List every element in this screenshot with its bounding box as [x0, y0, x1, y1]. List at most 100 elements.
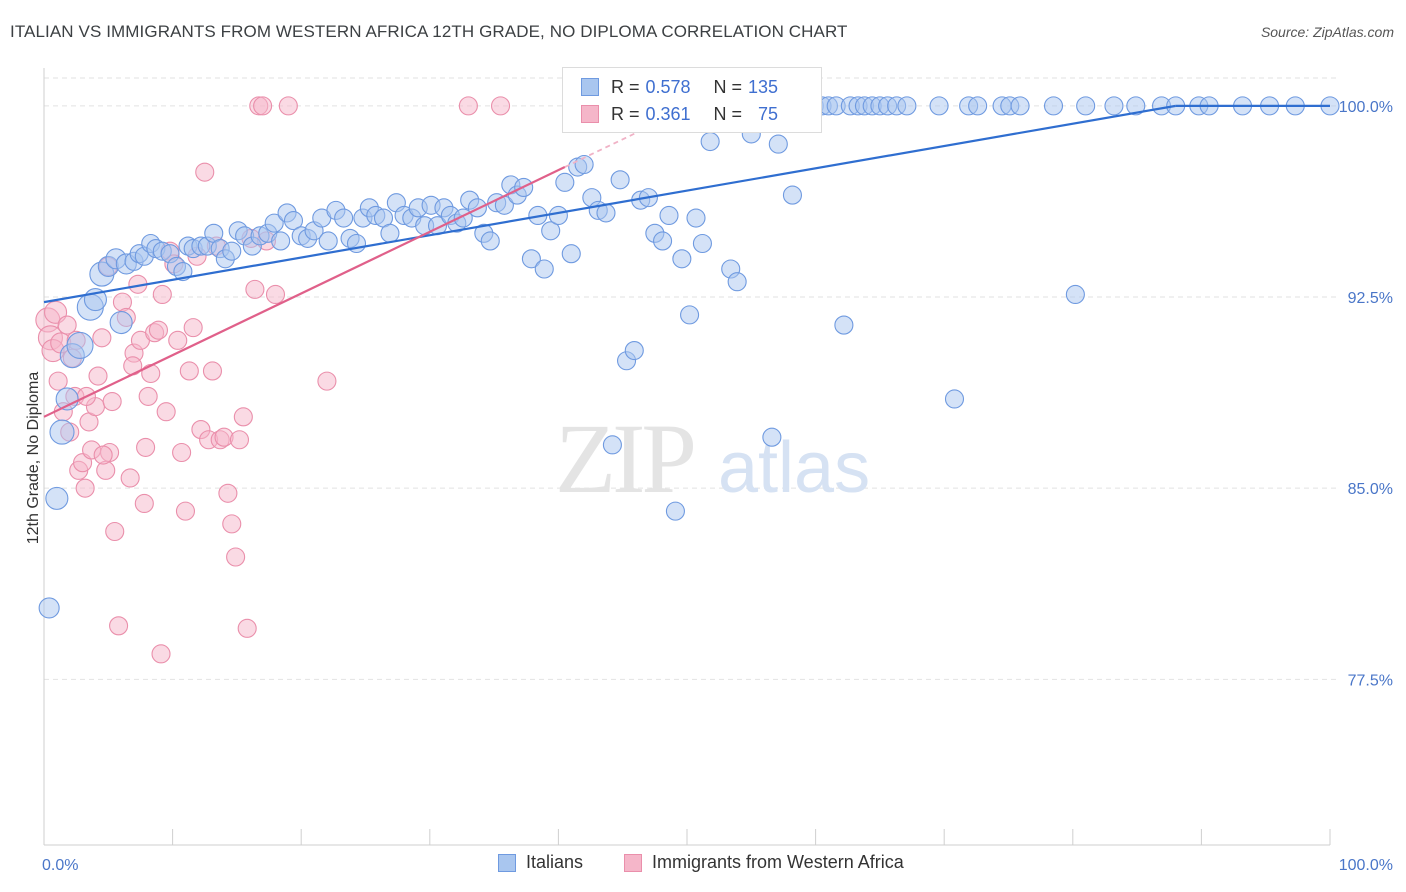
- trend-line-immigrants-extension: [564, 132, 636, 168]
- tick-labels: 77.5% 85.0% 92.5% 100.0% 0.0% 100.0%: [42, 99, 1393, 874]
- italians-point-67: [480, 231, 500, 251]
- immigrants-point-7: [57, 315, 77, 335]
- trend-lines: [43, 104, 1330, 418]
- x-tick-label-0: 0.0%: [42, 857, 78, 874]
- italians-point-86: [610, 170, 630, 190]
- legend-row-italians: R = 0.578 N = 135: [581, 75, 778, 99]
- italians-point-73: [521, 249, 541, 269]
- immigrants-point-55: [229, 430, 250, 450]
- italians-point-118: [834, 315, 854, 335]
- italians-point-103: [727, 272, 747, 292]
- italians-point-133: [1010, 96, 1030, 116]
- immigrants-point-63: [265, 284, 286, 305]
- legend-n-label: N =: [713, 103, 743, 124]
- trend-line-italians: [43, 104, 1176, 304]
- italians-point-77: [548, 205, 568, 226]
- legend: R = 0.578 N = 135 R = 0.361 N = 75: [562, 67, 822, 133]
- immigrants-point-26: [120, 468, 140, 488]
- italians-point-2: [49, 419, 75, 445]
- italians-point-78: [555, 172, 575, 192]
- legend-r-value: 0.578: [645, 76, 691, 97]
- italians-point-52: [380, 223, 400, 243]
- legend-r-value: 0.361: [645, 103, 691, 124]
- italians-point-38: [283, 211, 304, 231]
- italians-point-0: [38, 597, 60, 619]
- immigrants-point-35: [152, 284, 172, 305]
- italians-point-11: [109, 310, 133, 335]
- immigrants-point-41: [175, 501, 196, 521]
- y-tick-label-2: 92.5%: [1348, 290, 1393, 307]
- italians-point-111: [782, 185, 803, 205]
- italians-point-109: [768, 134, 788, 154]
- italians-point-45: [334, 208, 354, 228]
- watermark-zip: ZIP: [555, 403, 693, 514]
- watermark-atlas: atlas: [718, 428, 870, 508]
- italians-point-79: [561, 244, 581, 264]
- axes: [43, 68, 1331, 846]
- italians-point-127: [929, 96, 949, 116]
- immigrants-point-72: [136, 437, 156, 457]
- italians-point-36: [271, 231, 291, 251]
- bottom-legend-label-italians: Italians: [526, 852, 584, 872]
- immigrants-point-40: [172, 442, 192, 463]
- legend-swatch-pink: [581, 105, 599, 123]
- series-italians-points: [38, 96, 1340, 619]
- legend-n-value: 135: [748, 76, 779, 97]
- immigrants-point-46: [195, 162, 215, 182]
- y-axis-label: 12th Grade, No Diploma: [25, 372, 42, 545]
- italians-point-108: [762, 427, 782, 447]
- italians-point-3: [55, 387, 79, 411]
- immigrants-point-59: [245, 279, 265, 299]
- italians-point-135: [1065, 284, 1085, 305]
- immigrants-point-36: [156, 402, 176, 422]
- immigrants-point-57: [237, 618, 257, 638]
- immigrants-point-22: [105, 521, 125, 542]
- italians-point-5: [66, 331, 94, 360]
- immigrants-point-34: [148, 320, 169, 340]
- immigrants-point-53: [222, 514, 242, 534]
- italians-point-130: [968, 96, 988, 116]
- immigrants-point-67: [490, 96, 511, 116]
- immigrants-point-52: [218, 483, 238, 503]
- immigrants-point-74: [93, 445, 113, 465]
- immigrants-point-31: [138, 386, 158, 406]
- immigrants-point-21: [102, 391, 122, 412]
- immigrants-point-23: [109, 616, 129, 636]
- italians-point-96: [680, 305, 700, 325]
- immigrants-point-66: [458, 96, 478, 116]
- immigrants-point-13: [75, 478, 95, 498]
- italians-point-95: [672, 249, 692, 269]
- bottom-legend-swatch-pink: [624, 853, 642, 872]
- italians-point-128: [944, 389, 965, 409]
- italians-point-99: [700, 132, 720, 152]
- immigrants-point-39: [168, 330, 188, 350]
- immigrants-point-61: [253, 96, 273, 116]
- italians-point-94: [665, 501, 685, 521]
- y-tick-label-1: 85.0%: [1348, 481, 1393, 498]
- x-tick-label-1: 100.0%: [1339, 857, 1393, 874]
- italians-point-75: [534, 259, 554, 279]
- trend-line-immigrants: [43, 166, 566, 418]
- italians-point-92: [653, 231, 673, 251]
- legend-n-value: 75: [758, 103, 779, 124]
- italians-point-81: [574, 154, 594, 175]
- immigrants-point-17: [88, 366, 108, 386]
- immigrants-point-56: [233, 407, 253, 427]
- italians-point-35: [264, 213, 284, 233]
- italians-point-1: [45, 486, 69, 510]
- italians-point-98: [692, 233, 712, 254]
- italians-point-88: [624, 341, 644, 361]
- immigrants-point-32: [141, 363, 161, 384]
- italians-point-137: [1104, 96, 1124, 116]
- legend-row-immigrants: R = 0.361 N = 75: [581, 102, 778, 126]
- grid-lines: [44, 77, 1336, 680]
- italians-point-85: [602, 435, 622, 455]
- y-tick-label-3: 100.0%: [1339, 99, 1393, 116]
- legend-r-label: R =: [611, 103, 640, 124]
- source-credit: Source: ZipAtlas.com: [1260, 24, 1394, 40]
- bottom-legend-swatch-blue: [498, 853, 516, 872]
- italians-point-97: [686, 208, 706, 228]
- immigrants-point-68: [151, 644, 171, 664]
- italians-point-43: [318, 231, 338, 251]
